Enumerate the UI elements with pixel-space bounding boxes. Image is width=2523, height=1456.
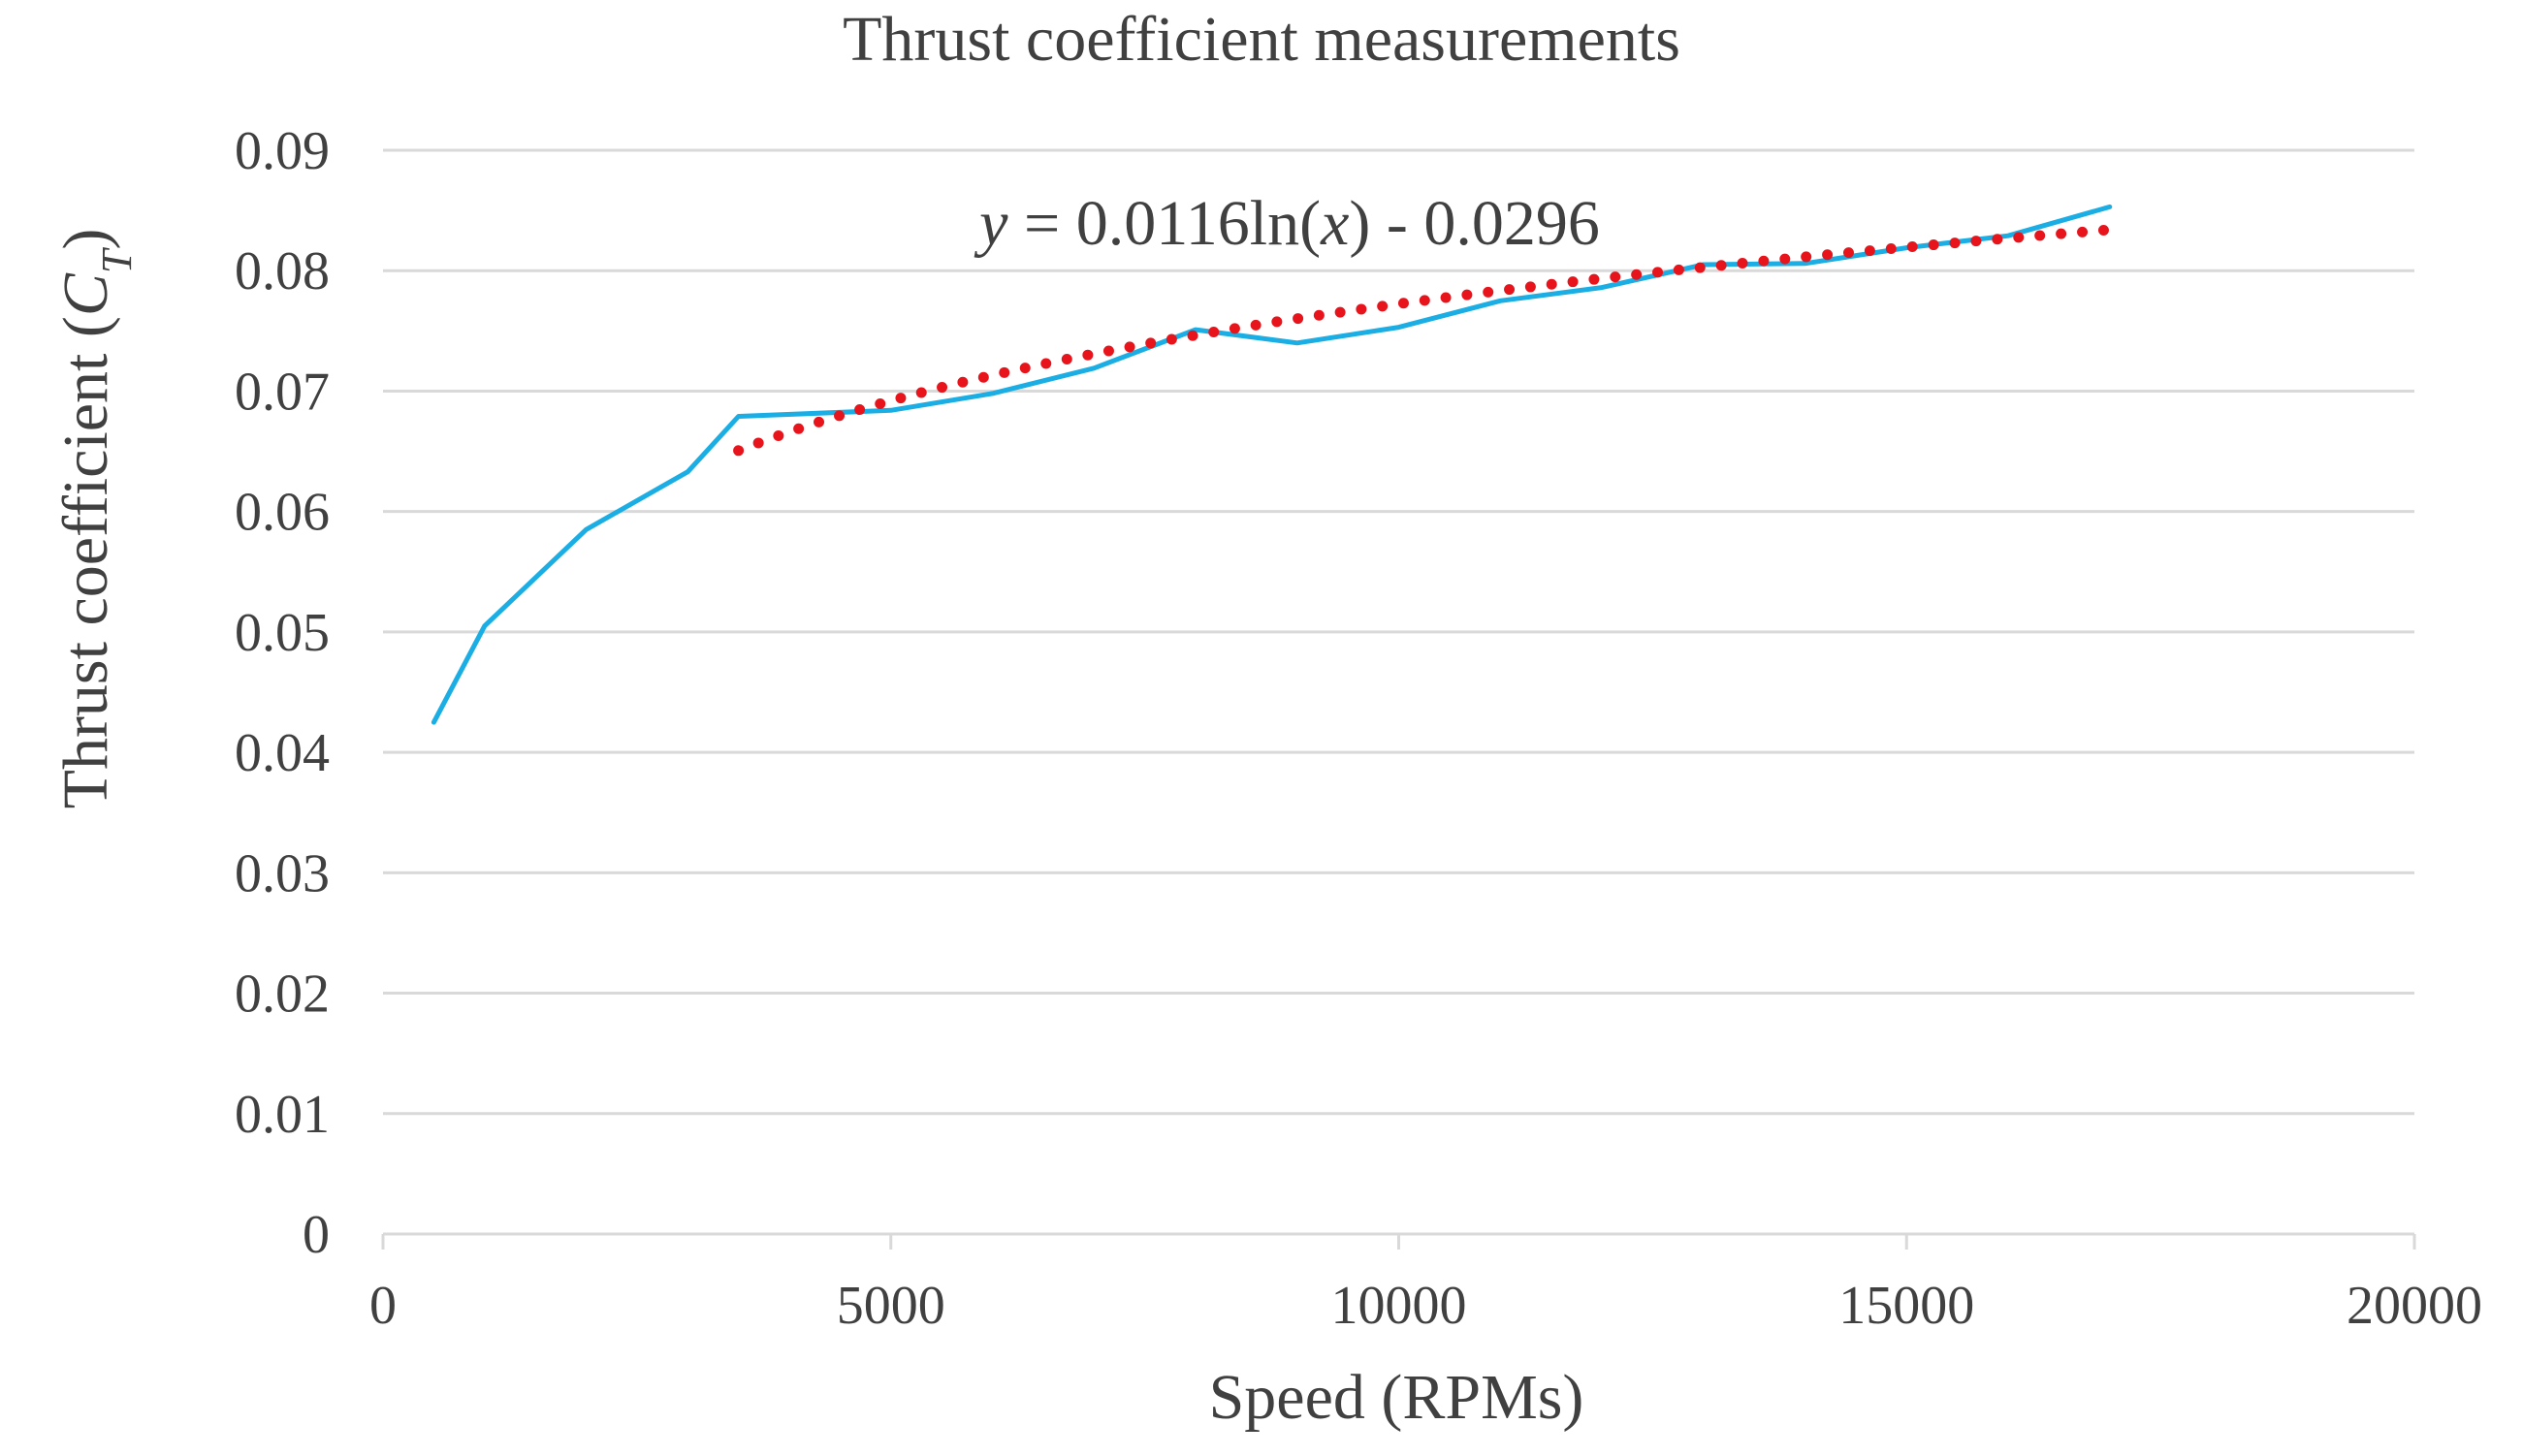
y-axis-title-symbol: C	[50, 272, 121, 316]
equation-part-2: ) - 0.0296	[1349, 188, 1599, 259]
x-tick-labels: 0 5000 10000 15000 20000	[369, 1276, 2482, 1336]
chart-title: Thrust coefficient measurements	[843, 4, 1680, 75]
x-tick-label: 5000	[837, 1276, 945, 1336]
y-tick-label: 0.07	[235, 362, 330, 422]
y-tick-label: 0.04	[235, 723, 330, 783]
gridlines	[383, 148, 2414, 1116]
y-tick-label: 0.06	[235, 483, 330, 543]
trendline-logarithmic	[733, 224, 2116, 457]
equation-part-1: = 0.0116ln(	[1007, 188, 1321, 259]
equation-var-x: x	[1320, 188, 1349, 259]
y-axis-title-suffix: )	[50, 229, 121, 250]
y-axis-title-prefix: Thrust coefficient (	[50, 316, 121, 808]
y-axis-title: Thrust coefficient (CT)	[50, 229, 141, 809]
y-tick-label: 0.05	[235, 603, 330, 663]
equation-var-y: y	[974, 188, 1008, 259]
x-axis-title: Speed (RPMs)	[1209, 1362, 1584, 1433]
series-line-thrust-coefficient	[431, 204, 2113, 725]
trendline-equation: y = 0.0116ln(x) - 0.0296	[974, 188, 1600, 259]
y-tick-label: 0.09	[235, 121, 330, 181]
y-tick-label: 0	[303, 1205, 330, 1265]
y-axis-title-subscript: T	[93, 246, 141, 273]
y-tick-labels: 0 0.01 0.02 0.03 0.04 0.05 0.06 0.07 0.08 0.09	[235, 121, 330, 1265]
y-tick-label: 0.08	[235, 241, 330, 301]
y-tick-label: 0.03	[235, 843, 330, 903]
x-tick-label: 10000	[1331, 1276, 1467, 1336]
x-tick-label: 15000	[1838, 1276, 1974, 1336]
x-tick-label: 20000	[2347, 1276, 2482, 1336]
x-tick-label: 0	[369, 1276, 397, 1336]
y-tick-label: 0.01	[235, 1085, 330, 1145]
x-tick-marks	[381, 1234, 2416, 1250]
y-tick-label: 0.02	[235, 965, 330, 1025]
